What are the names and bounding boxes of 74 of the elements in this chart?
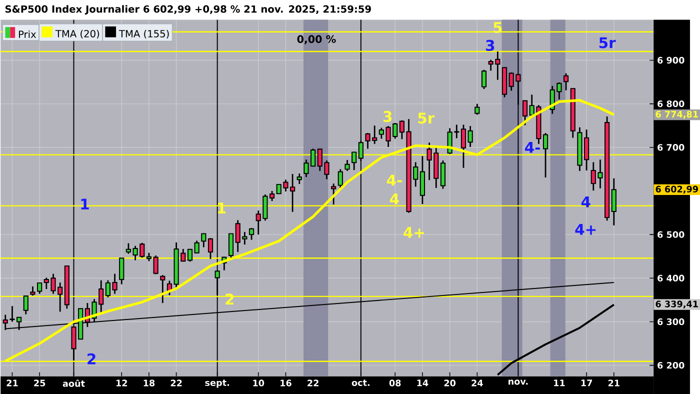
candlestick [153,254,158,275]
annotation: 4+ [404,227,424,238]
legend-label: Prix [19,30,36,38]
candlestick [296,172,302,185]
candlestick [420,155,426,205]
x-tick-label: oct. [352,380,370,386]
annotation: 4- [386,174,402,186]
annotation: 5r [418,112,435,124]
y-tick-label: 6 700 [658,144,684,151]
x-tick-label: 21 [608,380,620,386]
annotation: 4+ [575,224,596,235]
candlestick [187,248,193,262]
candlestick [563,72,569,92]
annotation: 4 [390,193,399,204]
candlestick [542,132,548,178]
candlestick [611,178,616,226]
candlestick [201,232,206,248]
candlestick [208,237,214,260]
candlestick [481,69,487,90]
x-tick-label: 25 [34,380,46,386]
text: 6 339,41 [656,300,698,308]
x-tick-label: août [62,380,85,387]
candlestick [338,168,343,191]
y-tick-label: 6 200 [658,362,684,369]
candlestick [522,100,528,126]
x-tick-label: 20 [444,380,456,386]
x-tick-label: sept. [205,380,230,388]
x-tick-label: 11 [554,380,565,386]
candlestick [344,159,350,172]
candlestick [37,282,42,295]
x-tick-label: 18 [144,380,155,386]
x-tick-label: 12 [116,380,128,386]
annotation: 5r [599,37,616,48]
chart-title: S&P500 Index Journalier 6 602,99 +0,98 % 21 nov. 2025, 21:59:59 [5,5,371,15]
x-tick-label: 08 [389,380,401,386]
annotation: 4- [525,142,540,153]
x-tick-label: 21 [6,380,18,386]
y-tick-label: 6 400 [658,274,684,282]
x-tick-label: 17 [581,380,592,386]
annotation: 3 [383,110,392,122]
x-tick-label: 16 [280,380,292,386]
candlestick [269,190,275,202]
candlestick [331,182,336,206]
legend-label: TMA (155) [118,30,169,39]
legend-label: TMA (20) [55,30,100,39]
x-tick-label: 22 [170,380,182,386]
candlestick [119,257,124,285]
x-tick-label: 24 [472,380,483,386]
annotation: 4 [581,196,590,208]
x-tick-label: 14 [417,380,428,386]
y-tick-label: 6 900 [658,56,684,64]
annotation: 3 [486,40,494,52]
x-tick-label: 10 [253,380,264,386]
candlestick [228,233,234,259]
text: 6 774,81 [656,110,698,119]
candlestick [248,227,254,241]
candlestick [468,125,473,148]
candlestick [126,242,132,254]
candlestick [194,240,200,254]
y-tick-label: 6 300 [658,318,684,326]
candlestick [460,124,466,169]
x-tick-label: 22 [308,380,318,386]
annotation: 5 [494,22,502,34]
text: 6 602,99 [656,186,698,194]
candlestick [440,160,446,190]
candlestick [474,103,480,116]
y-tick-label: 6 800 [658,100,684,108]
x-tick-label: nov. [508,380,528,385]
candlestick [23,294,28,316]
candlestick [30,286,36,296]
candlestick [160,274,166,304]
y-tick-label: 6 500 [658,231,684,238]
annotation: 0,00 % [297,35,336,44]
candlestick [352,151,357,171]
